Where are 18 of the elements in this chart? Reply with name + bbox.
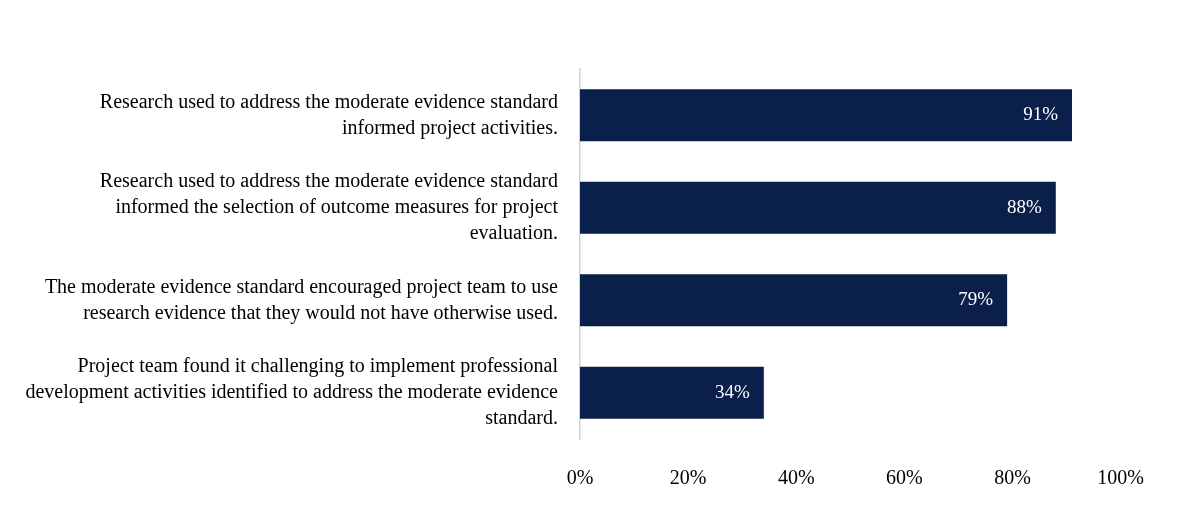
x-tick-label: 60% (886, 466, 923, 489)
y-tick-label: Research used to address the moderate evidence standard informed project activities. (99, 89, 558, 139)
bar (580, 89, 1073, 142)
x-tick-label: 80% (994, 466, 1031, 489)
data-label: 79% (958, 288, 994, 310)
bar (580, 181, 1056, 234)
y-tick-label: Project team found it challenging to implement professional development activities identified to address the moderate evidence standard. (25, 354, 559, 428)
x-tick-label: 100% (1097, 466, 1145, 489)
x-tick-label: 20% (669, 466, 707, 489)
data-label: 34% (715, 380, 750, 402)
x-tick-label: 0% (566, 466, 594, 489)
data-label: 91% (1023, 103, 1059, 125)
data-label: 88% (1006, 195, 1042, 217)
y-tick-label: The moderate evidence standard encouraged project team to use research evidence that they would not have otherwise used. (44, 274, 559, 324)
x-tick-label: 40% (777, 466, 815, 489)
y-tick-label: Research used to address the moderate evidence standard informed the selection of outcome measures for project evaluation. (99, 169, 559, 243)
bar (580, 274, 1008, 327)
bar (580, 366, 764, 419)
